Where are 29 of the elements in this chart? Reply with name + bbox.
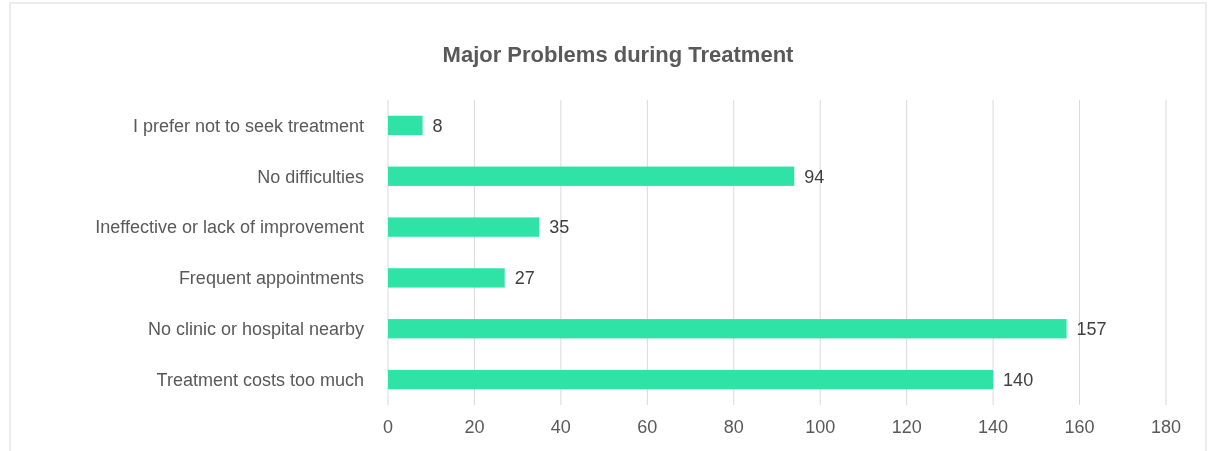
y-tick-label: Frequent appointments: [178, 268, 364, 289]
data-label: 27: [514, 268, 535, 289]
y-tick-label: No difficulties: [257, 166, 364, 187]
x-tick-label: 180: [1150, 417, 1182, 437]
data-label: 157: [1076, 319, 1107, 340]
data-label: 8: [432, 115, 443, 136]
x-tick-label: 140: [978, 417, 1009, 437]
x-tick-label: 20: [464, 417, 485, 437]
data-label: 35: [549, 217, 570, 238]
bar: [388, 166, 795, 186]
bar: [388, 115, 423, 136]
bar: [388, 319, 1067, 339]
y-tick-label: Ineffective or lack of improvement: [95, 217, 364, 238]
bar: [388, 217, 540, 237]
y-tick-label: I prefer not to seek treatment: [132, 115, 364, 136]
x-tick-label: 80: [723, 417, 744, 437]
x-tick-label: 60: [637, 417, 658, 437]
y-tick-label: No clinic or hospital nearby: [147, 319, 364, 340]
chart-title: Major Problems during Treatment: [442, 42, 795, 67]
x-tick-label: 100: [805, 417, 836, 437]
data-label: 94: [804, 166, 825, 187]
x-tick-label: 40: [550, 417, 571, 437]
y-tick-label: Treatment costs too much: [156, 369, 364, 390]
bar: [388, 369, 994, 390]
x-tick-label: 160: [1064, 417, 1095, 437]
x-tick-label: 120: [891, 417, 922, 437]
x-tick-label: 0: [382, 417, 394, 437]
bar: [388, 268, 505, 288]
data-label: 140: [1003, 369, 1034, 390]
